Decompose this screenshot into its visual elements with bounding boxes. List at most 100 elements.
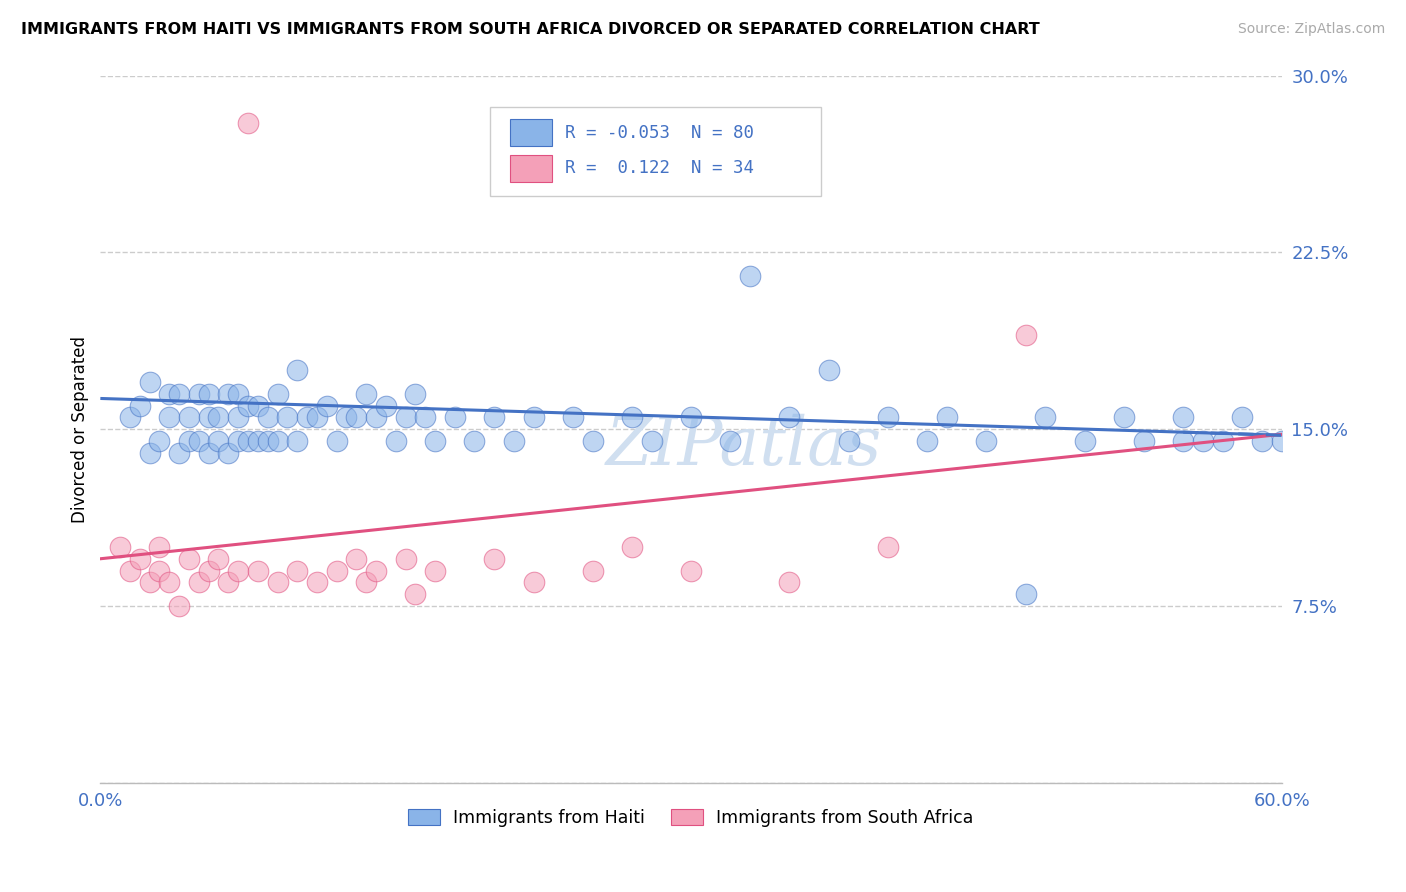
Point xyxy=(679,564,702,578)
Point xyxy=(167,445,190,459)
Point xyxy=(226,564,249,578)
Point xyxy=(838,434,860,448)
Point xyxy=(256,410,278,425)
Bar xyxy=(510,154,551,182)
Point xyxy=(148,540,170,554)
Point xyxy=(246,434,269,448)
Point xyxy=(217,445,239,459)
Point xyxy=(936,410,959,425)
FancyBboxPatch shape xyxy=(491,107,821,195)
Point xyxy=(157,575,180,590)
Point xyxy=(236,434,259,448)
Point xyxy=(217,386,239,401)
Point xyxy=(413,410,436,425)
Point xyxy=(236,116,259,130)
Text: R = -0.053  N = 80: R = -0.053 N = 80 xyxy=(565,124,754,142)
Point xyxy=(1192,434,1215,448)
Point xyxy=(394,551,416,566)
Point xyxy=(581,434,603,448)
Point xyxy=(207,551,229,566)
Point xyxy=(108,540,131,554)
Point xyxy=(226,386,249,401)
Point xyxy=(779,575,801,590)
Point xyxy=(128,551,150,566)
Point xyxy=(197,564,219,578)
Point xyxy=(276,410,298,425)
Point xyxy=(1133,434,1156,448)
Point xyxy=(1074,434,1097,448)
Point xyxy=(285,363,308,377)
Point xyxy=(177,551,200,566)
Point xyxy=(463,434,485,448)
Point xyxy=(207,410,229,425)
Point xyxy=(128,399,150,413)
Point xyxy=(620,540,643,554)
Point xyxy=(167,599,190,613)
Point xyxy=(374,399,396,413)
Point xyxy=(740,268,762,283)
Point xyxy=(1035,410,1057,425)
Point xyxy=(364,564,387,578)
Point xyxy=(482,551,505,566)
Point xyxy=(522,575,544,590)
Point xyxy=(1173,410,1195,425)
Point xyxy=(1173,434,1195,448)
Point xyxy=(187,386,209,401)
Point xyxy=(266,434,288,448)
Point xyxy=(148,564,170,578)
Point xyxy=(640,434,662,448)
Point xyxy=(138,575,160,590)
Point xyxy=(177,434,200,448)
Point xyxy=(423,564,446,578)
Point xyxy=(197,445,219,459)
Point xyxy=(157,410,180,425)
Point xyxy=(266,575,288,590)
Point xyxy=(620,410,643,425)
Point xyxy=(207,434,229,448)
Point xyxy=(779,410,801,425)
Point xyxy=(482,410,505,425)
Point xyxy=(226,410,249,425)
Point xyxy=(285,564,308,578)
Point xyxy=(325,564,347,578)
Point xyxy=(1015,327,1038,342)
Point xyxy=(679,410,702,425)
Point xyxy=(335,410,357,425)
Point xyxy=(226,434,249,448)
Point xyxy=(354,575,377,590)
Point xyxy=(246,564,269,578)
Point xyxy=(266,386,288,401)
Point xyxy=(541,139,564,153)
Point xyxy=(187,575,209,590)
Point xyxy=(138,375,160,389)
Point xyxy=(325,434,347,448)
Point xyxy=(118,564,141,578)
Point xyxy=(344,551,367,566)
Point xyxy=(295,410,318,425)
Point xyxy=(167,386,190,401)
Point xyxy=(315,399,337,413)
Point xyxy=(502,434,524,448)
Bar xyxy=(510,120,551,146)
Point xyxy=(394,410,416,425)
Y-axis label: Divorced or Separated: Divorced or Separated xyxy=(72,335,89,523)
Text: R =  0.122  N = 34: R = 0.122 N = 34 xyxy=(565,159,754,178)
Point xyxy=(1232,410,1254,425)
Point xyxy=(138,445,160,459)
Point xyxy=(285,434,308,448)
Point xyxy=(384,434,406,448)
Point xyxy=(197,386,219,401)
Point xyxy=(1212,434,1234,448)
Point xyxy=(1114,410,1136,425)
Point xyxy=(305,410,328,425)
Point xyxy=(976,434,998,448)
Point xyxy=(217,575,239,590)
Point xyxy=(246,399,269,413)
Point xyxy=(354,386,377,401)
Point xyxy=(305,575,328,590)
Point xyxy=(877,540,900,554)
Point xyxy=(1271,434,1294,448)
Point xyxy=(197,410,219,425)
Point xyxy=(581,564,603,578)
Text: Source: ZipAtlas.com: Source: ZipAtlas.com xyxy=(1237,22,1385,37)
